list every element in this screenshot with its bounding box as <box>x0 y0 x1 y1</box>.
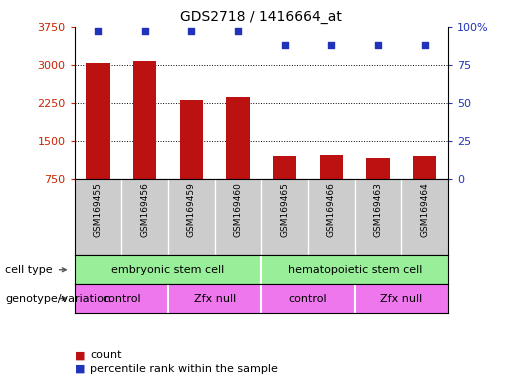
Bar <box>413 156 436 179</box>
Bar <box>180 100 203 179</box>
Point <box>234 28 242 35</box>
Text: ■: ■ <box>75 364 85 374</box>
Bar <box>320 155 343 179</box>
Text: percentile rank within the sample: percentile rank within the sample <box>90 364 278 374</box>
Bar <box>133 61 157 179</box>
Text: genotype/variation: genotype/variation <box>5 293 111 304</box>
Point <box>94 28 102 35</box>
Point <box>374 42 382 48</box>
Text: hematopoietic stem cell: hematopoietic stem cell <box>287 265 422 275</box>
Bar <box>87 63 110 179</box>
Text: control: control <box>289 293 328 304</box>
Point <box>187 28 196 35</box>
Text: cell type: cell type <box>5 265 53 275</box>
Text: GSM169464: GSM169464 <box>420 182 429 237</box>
Text: GSM169463: GSM169463 <box>373 182 383 237</box>
Text: Zfx null: Zfx null <box>380 293 422 304</box>
Point <box>327 42 335 48</box>
Point <box>281 42 289 48</box>
Text: count: count <box>90 350 122 360</box>
Point <box>421 42 429 48</box>
Text: GSM169455: GSM169455 <box>94 182 102 237</box>
Text: control: control <box>102 293 141 304</box>
Bar <box>273 156 296 179</box>
Title: GDS2718 / 1416664_at: GDS2718 / 1416664_at <box>180 10 342 25</box>
Text: Zfx null: Zfx null <box>194 293 236 304</box>
Text: embryonic stem cell: embryonic stem cell <box>111 265 225 275</box>
Text: GSM169456: GSM169456 <box>140 182 149 237</box>
Bar <box>366 158 390 179</box>
Text: GSM169466: GSM169466 <box>327 182 336 237</box>
Text: GSM169459: GSM169459 <box>187 182 196 237</box>
Bar <box>227 97 250 179</box>
Text: GSM169460: GSM169460 <box>233 182 243 237</box>
Text: ■: ■ <box>75 350 85 360</box>
Point <box>141 28 149 35</box>
Text: GSM169465: GSM169465 <box>280 182 289 237</box>
